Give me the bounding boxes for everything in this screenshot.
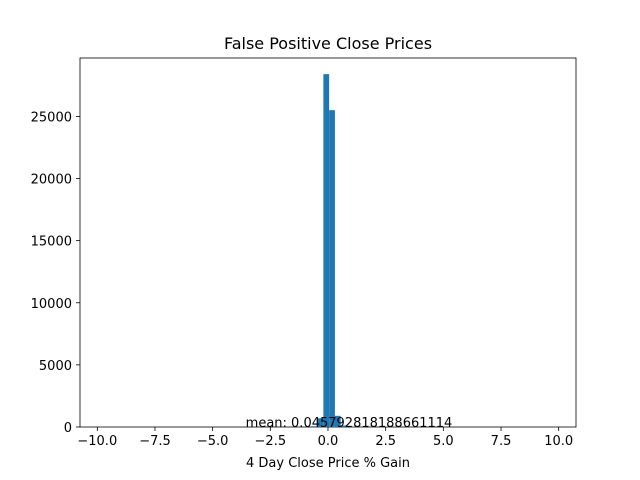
y-tick-label-5: 25000 (31, 110, 72, 125)
histogram-bar-2 (323, 74, 330, 427)
x-tick-label-1: −7.5 (139, 434, 171, 449)
bars-group (311, 74, 353, 427)
mean-annotation: mean: 0.04579281818866111​4 (246, 416, 453, 431)
y-tick-label-4: 20000 (31, 173, 72, 188)
x-tick-label-2: −5.0 (197, 434, 229, 449)
chart-title: False Positive Close Prices (224, 34, 432, 53)
y-tick-label-3: 15000 (31, 235, 72, 250)
x-tick-label-4: 0.0 (318, 434, 339, 449)
x-tick-label-6: 5.0 (433, 434, 454, 449)
histogram-bar-3 (329, 110, 335, 427)
y-ticks: 0 5000 10000 15000 20000 25000 (31, 110, 80, 436)
x-tick-label-7: 7.5 (491, 434, 512, 449)
histogram-bar-1 (317, 418, 324, 427)
histogram-bar-0 (311, 426, 318, 427)
y-tick-label-1: 5000 (39, 359, 72, 374)
x-tick-label-0: −10.0 (77, 434, 117, 449)
histogram-bar-4 (334, 415, 341, 427)
y-tick-label-2: 10000 (31, 297, 72, 312)
x-tick-label-8: 10.0 (544, 434, 573, 449)
x-ticks: −10.0 −7.5 −5.0 −2.5 0.0 2.5 5.0 7.5 10.0 (77, 427, 573, 449)
x-tick-label-3: −2.5 (255, 434, 287, 449)
y-tick-label-0: 0 (64, 421, 72, 436)
histogram-bar-5 (340, 425, 347, 427)
x-tick-label-5: 2.5 (375, 434, 396, 449)
x-axis-label: 4 Day Close Price % Gain (246, 456, 410, 471)
